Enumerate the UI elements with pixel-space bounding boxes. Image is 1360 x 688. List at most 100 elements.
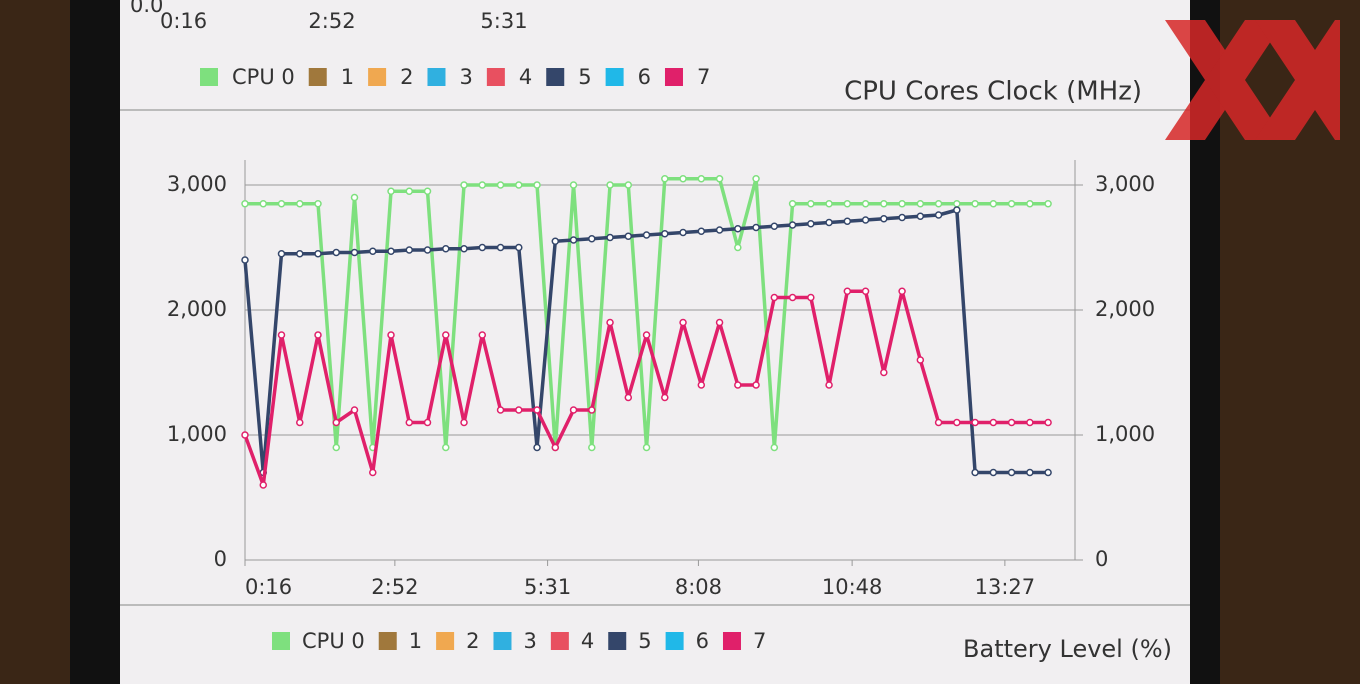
data-point <box>661 175 669 183</box>
data-point <box>460 418 468 427</box>
data-point <box>314 331 322 339</box>
data-point <box>332 443 341 452</box>
data-point <box>460 245 468 253</box>
data-point <box>861 200 870 208</box>
data-point <box>624 393 633 402</box>
legend-swatch <box>722 632 741 650</box>
top-legend-swatch <box>427 68 446 86</box>
data-point <box>624 181 633 189</box>
data-point <box>515 181 523 189</box>
data-point <box>1007 418 1016 427</box>
data-point <box>807 220 815 228</box>
legend-label: 5 <box>638 629 651 653</box>
data-point <box>898 287 906 295</box>
legend-label: 2 <box>466 629 479 653</box>
data-point <box>880 200 888 208</box>
data-point <box>350 248 359 257</box>
data-point <box>916 356 925 364</box>
data-point <box>697 175 706 183</box>
x-tick-label: 2:52 <box>371 575 418 599</box>
top-y-tick-label: 0.0 <box>130 0 163 17</box>
y-tick-label: 2,000 <box>167 297 227 321</box>
data-point <box>661 230 669 238</box>
data-point <box>788 221 797 229</box>
top-legend-swatch <box>546 68 565 86</box>
data-point <box>332 248 341 257</box>
data-point <box>715 175 724 183</box>
data-point <box>369 247 377 255</box>
data-point <box>405 246 414 254</box>
x-tick-label: 8:08 <box>675 575 722 599</box>
data-point <box>1007 468 1016 477</box>
data-point <box>989 200 998 208</box>
data-point <box>843 217 852 225</box>
x-tick-label: 0:16 <box>245 575 292 599</box>
data-point <box>277 331 286 339</box>
top-legend-swatch <box>486 68 505 86</box>
data-point <box>843 200 852 208</box>
top-legend-label: 3 <box>459 65 472 89</box>
legend-label: CPU 0 <box>302 629 365 653</box>
top-legend-swatch <box>368 68 387 86</box>
data-point <box>241 256 249 264</box>
data-point <box>934 211 943 219</box>
data-point <box>1044 200 1052 208</box>
data-point <box>989 418 998 427</box>
data-point <box>825 200 833 208</box>
top-x-tick-label: 5:31 <box>480 9 527 33</box>
data-point <box>551 443 560 452</box>
next-panel-title: Battery Level (%) <box>963 635 1172 663</box>
data-point <box>752 381 760 389</box>
data-point <box>861 216 870 224</box>
y-tick-label: 3,000 <box>167 172 227 196</box>
data-point <box>423 187 432 195</box>
data-point <box>387 331 395 339</box>
y2-tick-label: 1,000 <box>1095 422 1155 446</box>
data-point <box>825 218 833 227</box>
data-point <box>898 213 906 222</box>
x-tick-label: 5:31 <box>524 575 571 599</box>
data-point <box>350 406 359 414</box>
data-point <box>1044 418 1052 427</box>
x-tick-label: 10:48 <box>822 575 883 599</box>
top-x-tick-label: 2:52 <box>308 9 355 33</box>
data-point <box>241 200 249 208</box>
data-point <box>770 443 779 452</box>
data-point <box>880 215 888 223</box>
data-point <box>971 468 979 477</box>
data-point <box>515 243 523 252</box>
data-point <box>350 193 359 202</box>
data-point <box>953 206 961 214</box>
data-point <box>423 418 432 427</box>
top-legend-label: 2 <box>400 65 413 89</box>
data-point <box>1026 418 1034 427</box>
data-point <box>533 443 541 452</box>
data-point <box>1044 468 1052 477</box>
data-point <box>387 247 395 255</box>
data-point <box>989 468 998 477</box>
data-point <box>971 200 979 208</box>
data-point <box>934 200 943 208</box>
legend-swatch <box>493 632 512 650</box>
data-point <box>715 226 724 234</box>
data-point <box>569 236 578 244</box>
data-point <box>606 181 614 189</box>
legend-swatch <box>665 632 684 650</box>
data-point <box>259 481 268 489</box>
data-point <box>496 181 505 189</box>
legend-label: 7 <box>753 629 766 653</box>
data-point <box>314 200 322 208</box>
data-point <box>478 331 487 339</box>
legend-label: 3 <box>523 629 536 653</box>
y2-tick-label: 0 <box>1095 547 1108 571</box>
data-point <box>442 245 450 253</box>
data-point <box>898 200 906 208</box>
legend-swatch <box>378 632 397 650</box>
logo <box>1165 20 1340 140</box>
data-point <box>953 200 961 208</box>
data-point <box>752 175 760 183</box>
data-point <box>1026 200 1034 208</box>
top-legend-label: CPU 0 <box>232 65 295 89</box>
data-point <box>369 468 377 477</box>
